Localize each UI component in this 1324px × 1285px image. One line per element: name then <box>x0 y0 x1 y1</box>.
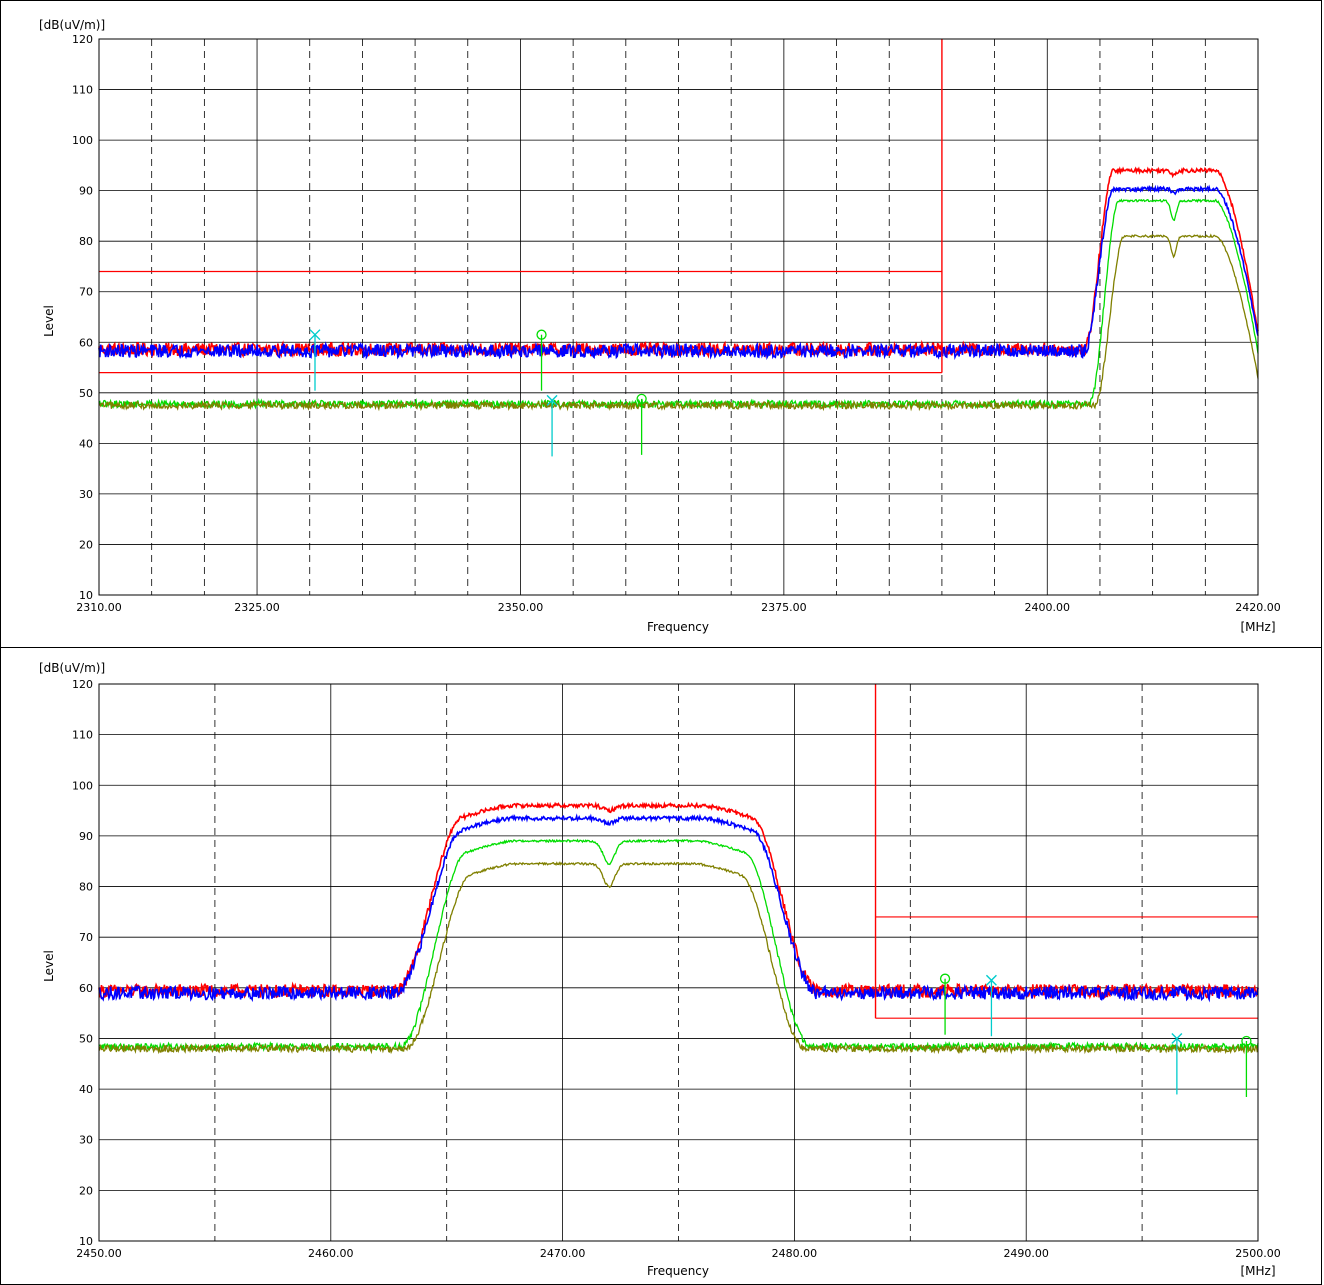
chart-svg-top: [dB(uV/m)] Level Frequency [MHz] 10 20 30 4… <box>39 18 1281 634</box>
grid <box>98 38 1259 596</box>
limit-lines <box>99 39 943 374</box>
y-tick-label: 80 <box>79 881 93 894</box>
x-unit-label: [MHz] <box>1240 620 1275 634</box>
x-tick-label: 2450.00 <box>76 1247 122 1260</box>
chart-svg-bottom: [dB(uV/m)] Level Frequency [MHz] 10 20 30 4… <box>39 661 1281 1278</box>
y-tick-label: 70 <box>79 931 93 944</box>
y-tick-label: 50 <box>79 1032 93 1045</box>
y-tick-label: 60 <box>79 982 93 995</box>
olive-trace <box>98 233 1259 412</box>
y-tick-label: 20 <box>79 1184 93 1197</box>
marker-circle <box>636 393 647 405</box>
grid <box>98 683 1259 1242</box>
markers <box>309 329 647 457</box>
y-tick-label: 60 <box>79 336 93 349</box>
x-tick-label: 2470.00 <box>540 1247 586 1260</box>
x-tick-label: 2310.00 <box>76 601 122 614</box>
y-tick-label: 70 <box>79 286 93 299</box>
y-tick-label: 30 <box>79 488 93 501</box>
y-tick-label: 90 <box>79 830 93 843</box>
y-tick-label: 90 <box>79 185 93 198</box>
y-tick-label: 40 <box>79 1083 93 1096</box>
x-tick-label: 2325.00 <box>234 601 280 614</box>
y-tick-label: 50 <box>79 387 93 400</box>
y-tick-label: 80 <box>79 235 93 248</box>
blue-trace <box>98 813 1259 1003</box>
marker-cross <box>546 394 558 406</box>
markers <box>939 973 1252 1097</box>
x-tick-label: 2375.00 <box>761 601 807 614</box>
marker-circle <box>536 329 547 340</box>
x-tick-label: 2400.00 <box>1025 601 1071 614</box>
emission-chart-top: [dB(uV/m)] Level Frequency [MHz] 10 20 30 4… <box>0 0 1322 648</box>
x-axis-title: Frequency <box>647 620 709 634</box>
y-tick-label: 100 <box>72 779 93 792</box>
emission-chart-bottom: [dB(uV/m)] Level Frequency [MHz] 10 20 30 4… <box>0 647 1322 1285</box>
limit-lines <box>874 684 1258 1019</box>
plot-frame <box>98 683 1259 1242</box>
blue-trace <box>98 184 1259 361</box>
y-axis-title: Level <box>42 305 56 337</box>
x-axis-title: Frequency <box>647 1264 709 1278</box>
x-unit-label: [MHz] <box>1240 1264 1275 1278</box>
traces <box>98 166 1259 412</box>
x-tick-label: 2460.00 <box>308 1247 354 1260</box>
marker-cross <box>309 329 321 341</box>
x-tick-label: 2420.00 <box>1235 601 1281 614</box>
y-tick-label: 100 <box>72 134 93 147</box>
plot-frame <box>98 38 1259 596</box>
y-unit-label: [dB(uV/m)] <box>39 661 105 675</box>
y-tick-label: 120 <box>72 33 93 46</box>
olive-trace <box>98 861 1259 1055</box>
traces <box>98 800 1259 1055</box>
x-tick-label: 2480.00 <box>772 1247 818 1260</box>
y-tick-label: 40 <box>79 437 93 450</box>
y-tick-label: 30 <box>79 1134 93 1147</box>
marker-circle <box>939 973 951 984</box>
y-unit-label: [dB(uV/m)] <box>39 18 105 32</box>
x-tick-label: 2500.00 <box>1235 1247 1281 1260</box>
green-trace <box>98 838 1259 1053</box>
marker-cross <box>1171 1032 1183 1044</box>
x-tick-label: 2350.00 <box>498 601 544 614</box>
y-axis-title: Level <box>42 950 56 982</box>
y-tick-label: 10 <box>79 1235 93 1248</box>
x-tick-label: 2490.00 <box>1003 1247 1049 1260</box>
y-tick-label: 110 <box>72 729 93 742</box>
y-tick-label: 110 <box>72 84 93 97</box>
y-tick-label: 120 <box>72 678 93 691</box>
y-tick-label: 10 <box>79 589 93 602</box>
marker-circle <box>1241 1035 1252 1047</box>
marker-cross <box>985 974 997 986</box>
y-tick-label: 20 <box>79 538 93 551</box>
